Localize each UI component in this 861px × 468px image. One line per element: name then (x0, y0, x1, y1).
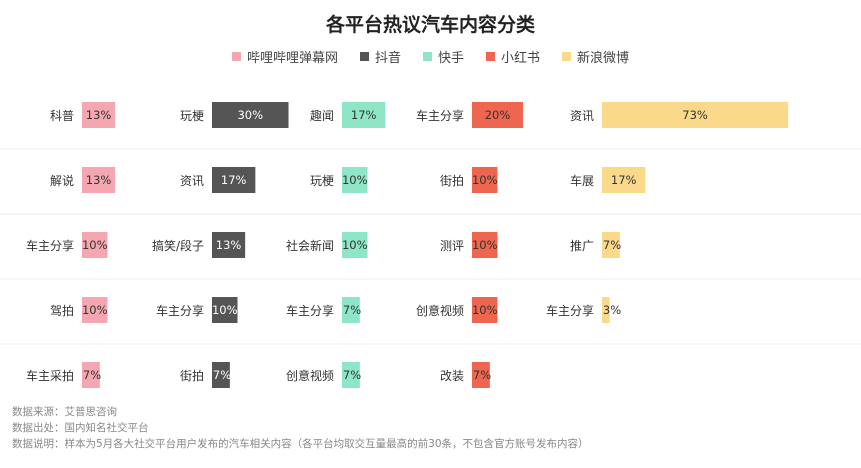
data-label: 13% (216, 238, 242, 252)
bar (472, 362, 490, 388)
category-label: 车展 (570, 173, 594, 188)
data-label: 10% (472, 238, 498, 252)
bar (472, 102, 523, 128)
chart-plot: 科普 13% 解说 13% 车主分享 10% 驾拍 10% 车主采拍 7% 玩梗 30% 资讯 17% 搞笑… (0, 102, 861, 388)
data-label: 7% (213, 368, 231, 382)
data-label: 17% (351, 108, 377, 122)
data-label: 7% (603, 238, 621, 252)
category-label: 玩梗 (180, 108, 204, 123)
bar (472, 297, 498, 323)
legend-label: 快手 (437, 51, 464, 66)
category-label: 测评 (440, 239, 464, 253)
category-label: 创意视频 (416, 303, 464, 318)
bar (82, 232, 108, 258)
data-label: 17% (611, 173, 637, 187)
data-label: 10% (342, 238, 368, 252)
bar (602, 297, 610, 323)
category-label: 车主分享 (416, 108, 464, 123)
bar (82, 102, 116, 128)
category-label: 搞笑/段子 (152, 238, 204, 253)
bar (602, 167, 646, 193)
data-label: 13% (86, 173, 112, 187)
bar (212, 297, 238, 323)
legend-item-weibo: 新浪微博 (562, 47, 629, 66)
bar (82, 297, 108, 323)
note-description: 数据说明：样本为5月各大社交平台用户发布的汽车相关内容（各平台均取交互量最高的前… (12, 438, 589, 450)
data-label: 10% (472, 303, 498, 317)
bar (342, 232, 368, 258)
category-label: 车主分享 (156, 303, 204, 318)
bar (472, 232, 498, 258)
data-label: 10% (342, 173, 368, 187)
legend-item-kuaishou: 快手 (422, 47, 464, 66)
bar (82, 362, 100, 388)
category-label: 社会新闻 (286, 238, 334, 253)
bar (342, 102, 386, 128)
category-label: 车主采拍 (26, 368, 74, 383)
bar (342, 297, 360, 323)
data-label: 10% (82, 238, 108, 252)
chart-legend: 哔哩哔哩弹幕网 抖音 快手 小红书 新浪微博 (0, 47, 861, 66)
bar (212, 232, 246, 258)
data-label: 7% (83, 368, 101, 382)
category-label: 资讯 (180, 174, 204, 188)
category-label: 推广 (570, 239, 594, 253)
legend-item-xiaohongshu: 小红书 (486, 47, 540, 66)
data-label: 13% (86, 108, 112, 122)
category-label: 解说 (50, 173, 74, 188)
category-label: 车主分享 (546, 303, 594, 318)
category-label: 趣闻 (310, 108, 334, 123)
category-label: 车主分享 (26, 238, 74, 253)
data-label: 20% (485, 108, 511, 122)
bar (602, 102, 789, 128)
category-label: 玩梗 (310, 173, 334, 188)
category-label: 资讯 (570, 109, 594, 123)
category-label: 街拍 (180, 368, 204, 383)
legend-label: 抖音 (374, 51, 401, 66)
category-label: 创意视频 (286, 368, 334, 383)
category-label: 街拍 (440, 173, 464, 188)
footnotes: 数据来源：艾普思咨询 数据出处：国内知名社交平台 数据说明：样本为5月各大社交平… (12, 404, 589, 452)
bar (212, 102, 289, 128)
category-label: 车主分享 (286, 303, 334, 318)
legend-label: 新浪微博 (577, 51, 630, 66)
note-source: 数据来源：艾普思咨询 (12, 406, 117, 418)
bar (212, 167, 256, 193)
bar (212, 362, 230, 388)
legend-swatch (486, 52, 495, 61)
legend-swatch (562, 52, 572, 61)
legend-swatch (231, 52, 241, 61)
data-label: 17% (221, 173, 247, 187)
category-label: 驾拍 (50, 303, 74, 318)
data-label: 10% (82, 303, 108, 317)
legend-label: 哔哩哔哩弹幕网 (246, 51, 338, 66)
category-label: 科普 (50, 109, 74, 123)
data-label: 10% (212, 303, 238, 317)
bar (342, 362, 360, 388)
legend-label: 小红书 (501, 51, 541, 66)
note-origin: 数据出处：国内知名社交平台 (12, 422, 149, 434)
legend-item-douyin: 抖音 (359, 47, 401, 66)
data-label: 30% (237, 108, 263, 122)
bar (602, 232, 620, 258)
data-label: 7% (343, 303, 361, 317)
data-label: 10% (472, 173, 498, 187)
category-label: 改装 (440, 369, 464, 383)
bar (82, 167, 116, 193)
data-label: 3% (603, 303, 621, 317)
legend-swatch (359, 52, 369, 61)
data-label: 73% (682, 108, 708, 122)
legend-item-bilibili: 哔哩哔哩弹幕网 (231, 47, 338, 66)
bar (342, 167, 368, 193)
chart-title: 各平台热议汽车内容分类 (325, 14, 535, 36)
bar (472, 167, 498, 193)
data-label: 7% (473, 368, 491, 382)
legend-swatch (422, 52, 432, 61)
data-label: 7% (343, 368, 361, 382)
